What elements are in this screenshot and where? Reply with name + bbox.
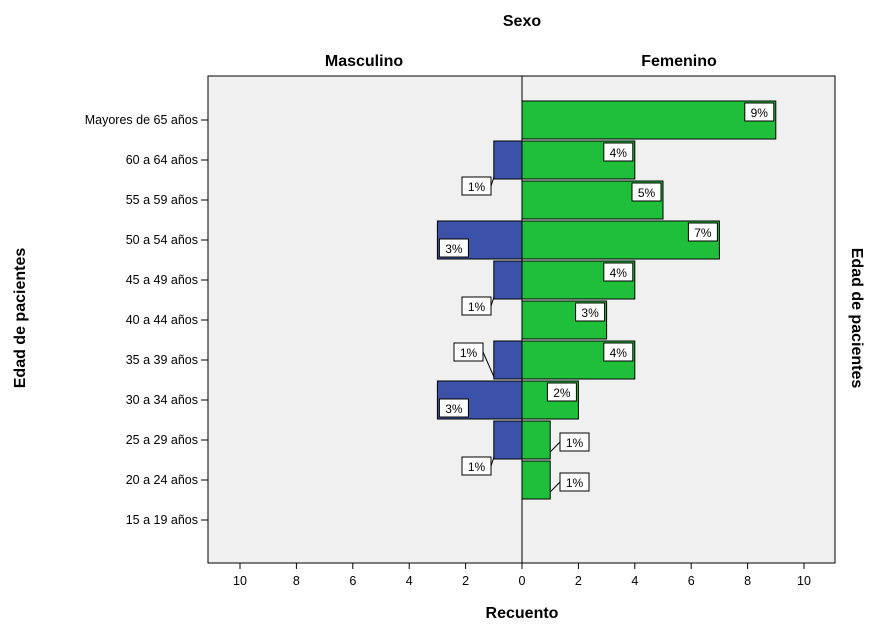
data-labels: 1% 3% 1% 1% 3% 1% 9% 4% 5% 7% 4% 3% 4% 2% 1% 1% — [438, 102, 775, 493]
y-tick-label: 45 a 49 años — [126, 273, 198, 287]
data-label-box — [631, 182, 662, 202]
x-tick-label: 10 — [233, 574, 247, 588]
data-label-box — [546, 382, 577, 402]
y-tick-label: 35 a 39 años — [126, 353, 198, 367]
bar-masculino — [493, 260, 523, 300]
chart-title: Sexo — [503, 13, 541, 30]
y-tick-label: 15 a 19 años — [126, 513, 198, 527]
panel-title-right: Femenino — [641, 53, 717, 70]
y-tick-label: 40 a 44 años — [126, 313, 198, 327]
y-tick-label: 30 a 34 años — [126, 393, 198, 407]
x-tick-label: 4 — [406, 574, 413, 588]
data-label: 3% — [445, 402, 463, 416]
x-tick-label: 8 — [744, 574, 751, 588]
data-label-box — [438, 238, 469, 258]
data-label: 3% — [445, 242, 463, 256]
x-tick-label: 4 — [631, 574, 638, 588]
data-label-box — [559, 472, 590, 492]
bar-femenino — [521, 460, 551, 500]
data-label: 1% — [468, 300, 486, 314]
y-tick-label: 55 a 59 años — [126, 193, 198, 207]
x-axis: 10 8 6 4 2 0 2 4 6 8 10 — [233, 563, 811, 588]
data-label: 1% — [566, 436, 584, 450]
data-label-box — [687, 222, 718, 242]
data-label-box — [461, 296, 492, 316]
x-tick-label: 6 — [688, 574, 695, 588]
data-label-box — [575, 302, 606, 322]
data-label: 1% — [460, 346, 478, 360]
y-tick-label: 20 a 24 años — [126, 473, 198, 487]
data-label-box — [461, 456, 492, 476]
bar-masculino — [493, 340, 523, 380]
data-label: 5% — [638, 186, 656, 200]
data-label-box — [744, 102, 775, 122]
data-label-box — [453, 342, 484, 362]
x-tick-label: 6 — [349, 574, 356, 588]
data-label-leader — [482, 351, 495, 378]
bar-masculino — [493, 140, 523, 180]
y-axis-label-left: Edad de pacientes — [12, 248, 29, 389]
x-axis-label: Recuento — [486, 605, 559, 622]
y-axis: Mayores de 65 años 60 a 64 años 55 a 59 añ… — [85, 113, 208, 527]
data-label: 4% — [610, 266, 628, 280]
x-tick-label: 0 — [519, 574, 526, 588]
y-tick-label: 25 a 29 años — [126, 433, 198, 447]
bar-masculino — [493, 420, 523, 460]
bar-femenino — [521, 100, 777, 140]
panel-title-left: Masculino — [325, 53, 403, 70]
data-label-box — [559, 432, 590, 452]
bar-femenino — [521, 220, 720, 260]
data-label: 1% — [468, 180, 486, 194]
data-label: 2% — [553, 386, 571, 400]
data-label: 1% — [468, 460, 486, 474]
y-tick-label: 50 a 54 años — [126, 233, 198, 247]
data-label: 4% — [610, 146, 628, 160]
data-label-leader — [549, 481, 561, 493]
data-label: 7% — [694, 226, 712, 240]
data-label-leader — [549, 441, 561, 453]
data-label: 4% — [610, 346, 628, 360]
x-tick-label: 10 — [797, 574, 811, 588]
data-label: 9% — [751, 106, 769, 120]
bar-femenino — [521, 420, 551, 460]
data-label: 3% — [581, 306, 599, 320]
y-tick-label: 60 a 64 años — [126, 153, 198, 167]
data-label-box — [603, 342, 634, 362]
y-axis-label-right: Edad de pacientes — [848, 248, 865, 389]
x-tick-label: 8 — [293, 574, 300, 588]
data-label: 1% — [566, 476, 584, 490]
data-label-box — [461, 176, 492, 196]
x-tick-label: 2 — [462, 574, 469, 588]
y-tick-label: Mayores de 65 años — [85, 113, 198, 127]
data-label-box — [438, 398, 469, 418]
data-label-box — [603, 262, 634, 282]
data-label-box — [603, 142, 634, 162]
x-tick-label: 2 — [575, 574, 582, 588]
